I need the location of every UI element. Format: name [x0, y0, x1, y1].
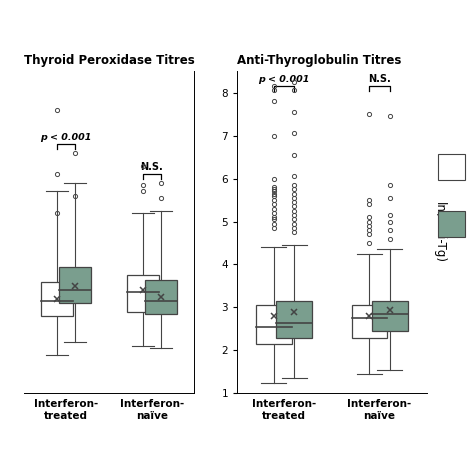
Text: N.S.: N.S. [368, 73, 391, 83]
Bar [59, 267, 91, 303]
Bar [276, 301, 312, 337]
Bar [127, 275, 159, 312]
Bar [372, 301, 408, 331]
Text: p < 0.001: p < 0.001 [40, 133, 92, 142]
Bar [256, 305, 292, 344]
Text: Anti-Thyroglobulin Titres: Anti-Thyroglobulin Titres [237, 54, 401, 67]
Bar [41, 282, 73, 316]
Text: p < 0.001: p < 0.001 [258, 74, 310, 83]
Bar [352, 305, 387, 337]
Bar [145, 280, 177, 314]
Y-axis label: ln(anti-Tg): ln(anti-Tg) [433, 202, 446, 263]
Text: Thyroid Peroxidase Titres: Thyroid Peroxidase Titres [24, 54, 194, 67]
Text: N.S.: N.S. [141, 162, 164, 172]
